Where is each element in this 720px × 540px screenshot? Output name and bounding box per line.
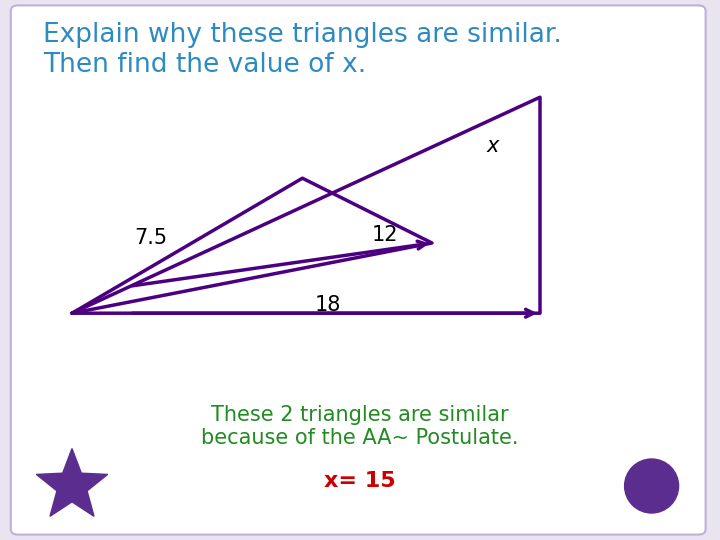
Text: x: x — [487, 136, 500, 156]
Text: 7.5: 7.5 — [135, 227, 168, 248]
Text: Explain why these triangles are similar.
Then find the value of x.: Explain why these triangles are similar.… — [43, 22, 562, 78]
Ellipse shape — [625, 459, 679, 513]
Text: 12: 12 — [372, 225, 398, 245]
Text: These 2 triangles are similar
because of the AA~ Postulate.: These 2 triangles are similar because of… — [202, 405, 518, 448]
Polygon shape — [37, 449, 107, 516]
Text: x= 15: x= 15 — [324, 470, 396, 491]
Text: 18: 18 — [315, 295, 341, 315]
